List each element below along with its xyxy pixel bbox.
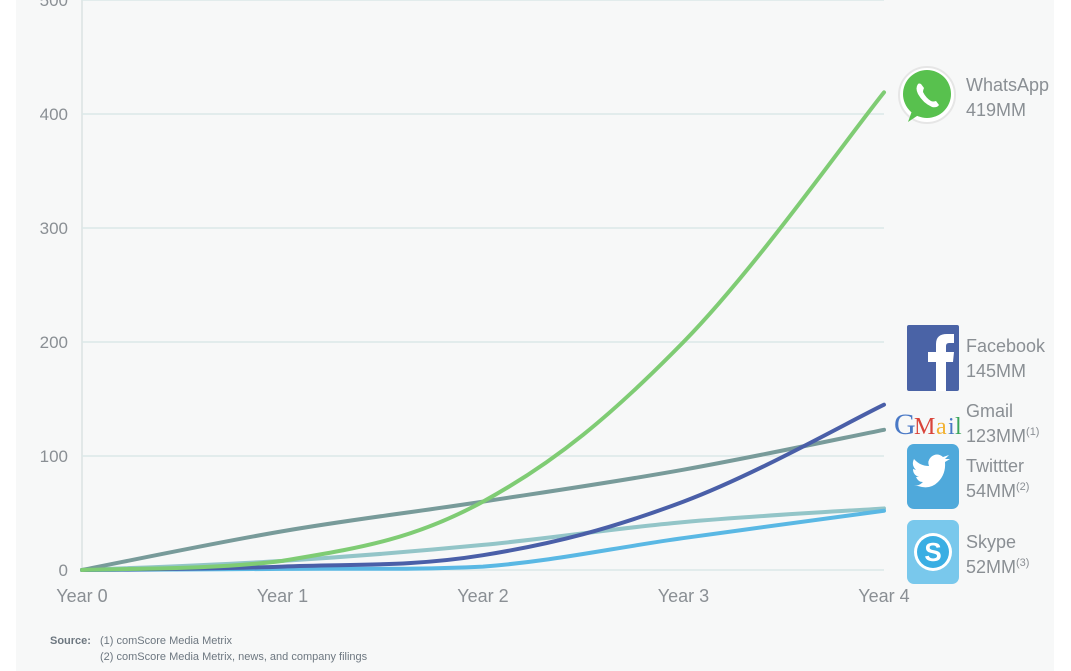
x-tick-label: Year 4 [858, 586, 909, 606]
svg-text:S: S [924, 537, 941, 567]
legend-skype-value-line: 52MM(3) [966, 557, 1029, 577]
grid-lines [81, 0, 884, 571]
svg-text:i: i [948, 414, 955, 440]
legend-gmail-sup: (1) [1026, 426, 1039, 438]
legend-skype: Skype 52MM(3) [966, 532, 1029, 577]
legend-facebook-value: 145MM [966, 361, 1026, 381]
series-line-whatsapp [80, 90, 886, 572]
svg-text:l: l [955, 414, 962, 440]
legend-twitter-sup: (2) [1016, 481, 1029, 493]
svg-text:a: a [936, 414, 947, 440]
y-tick-label: 400 [40, 105, 68, 124]
source-line-1: (1) comScore Media Metrix [100, 635, 233, 647]
svg-text:M: M [914, 414, 935, 440]
x-axis-ticks: Year 0 Year 1 Year 2 Year 3 Year 4 [56, 586, 909, 606]
legend-whatsapp-value: 419MM [966, 100, 1026, 120]
legend-whatsapp: WhatsApp 419MM [966, 75, 1049, 120]
legend-gmail-value-line: 123MM(1) [966, 426, 1039, 446]
legend-twitter-value-line: 54MM(2) [966, 481, 1029, 501]
twitter-icon [907, 444, 959, 509]
source-label: Source: [50, 635, 91, 647]
y-tick-label: 200 [40, 333, 68, 352]
source-note: Source: (1) comScore Media Metrix (2) co… [50, 633, 650, 665]
x-tick-label: Year 2 [457, 586, 508, 606]
legend-facebook: Facebook 145MM [966, 336, 1046, 381]
legend-skype-name: Skype [966, 532, 1016, 552]
y-tick-label: 500 [40, 0, 68, 10]
legend-skype-sup: (3) [1016, 557, 1029, 569]
y-tick-label: 100 [40, 447, 68, 466]
series-line-skype [80, 508, 886, 572]
y-tick-label: 300 [40, 219, 68, 238]
whatsapp-icon [898, 66, 956, 124]
y-axis-ticks: 500 400 300 200 100 0 [40, 0, 68, 580]
source-lines: (1) comScore Media Metrix (2) comScore M… [100, 633, 367, 665]
legend-gmail-name: Gmail [966, 401, 1013, 421]
source-line-2: (2) comScore Media Metrix, news, and com… [100, 651, 368, 663]
series-lines [80, 90, 886, 572]
legend-gmail: Gmail 123MM(1) [966, 401, 1039, 446]
legend-gmail-value: 123MM [966, 426, 1026, 446]
skype-icon: S [907, 520, 959, 584]
legend-twitter-name: Twittter [966, 456, 1024, 476]
series-line-twittter [80, 506, 886, 572]
x-tick-label: Year 0 [56, 586, 107, 606]
y-tick-label: 0 [59, 561, 68, 580]
facebook-icon [907, 325, 959, 391]
legend-twitter: Twittter 54MM(2) [966, 456, 1029, 501]
svg-text:G: G [894, 408, 916, 441]
legend-skype-value: 52MM [966, 557, 1016, 577]
x-tick-label: Year 1 [257, 586, 308, 606]
x-tick-label: Year 3 [658, 586, 709, 606]
legend-twitter-value: 54MM [966, 481, 1016, 501]
legend-facebook-name: Facebook [966, 336, 1046, 356]
legend-whatsapp-name: WhatsApp [966, 75, 1049, 95]
gmail-icon: G M a i l [894, 408, 962, 441]
